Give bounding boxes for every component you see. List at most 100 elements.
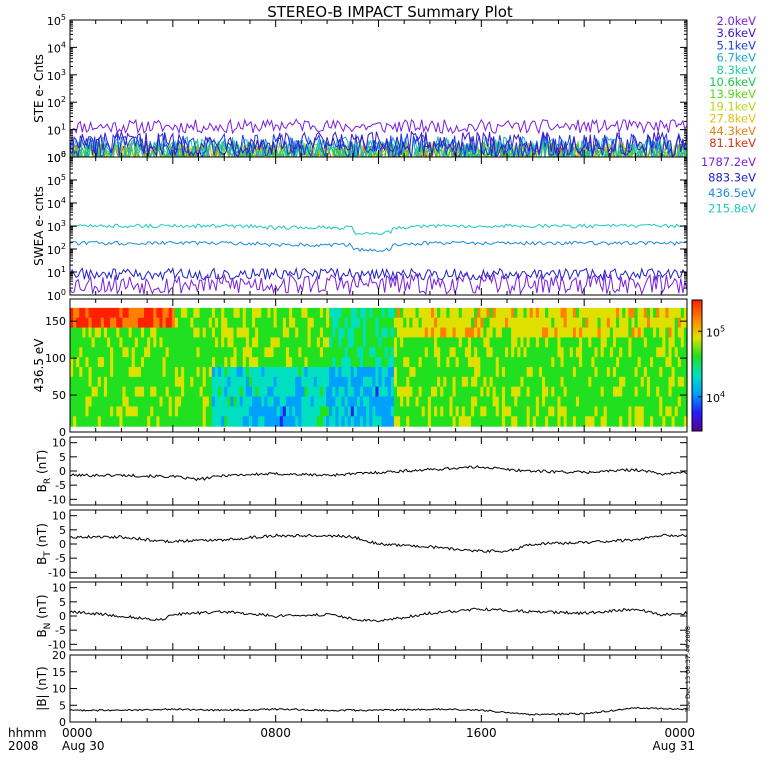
heatmap-cell	[489, 317, 494, 329]
heatmap-cell	[563, 307, 568, 319]
heatmap-cell	[659, 327, 663, 339]
heatmap-cell	[412, 396, 417, 407]
heatmap-cell	[369, 386, 373, 398]
heatmap-cell	[471, 347, 475, 358]
heatmap-cell	[147, 406, 151, 417]
heatmap-cell	[511, 416, 515, 427]
heatmap-cell	[551, 357, 555, 368]
heatmap-cell	[628, 327, 633, 339]
heatmap-cell	[585, 396, 589, 407]
heatmap-cell	[455, 307, 460, 319]
heatmap-cell	[526, 386, 531, 398]
heatmap-cell	[449, 337, 454, 348]
heatmap-cell	[387, 327, 392, 339]
heatmap-cell	[301, 406, 306, 417]
heatmap-cell	[467, 386, 472, 398]
heatmap-cell	[665, 406, 670, 417]
heatmap-cell	[264, 307, 269, 319]
heatmap-cell	[344, 317, 349, 329]
heatmap-cell	[258, 347, 262, 358]
heatmap-cell	[347, 357, 352, 368]
heatmap-cell	[70, 376, 74, 388]
timestamp: Tue Dec 13 08:37:44 2008	[684, 626, 692, 713]
heatmap-cell	[168, 376, 173, 388]
heatmap-cell	[165, 386, 170, 398]
heatmap-cell	[572, 416, 577, 427]
heatmap-cell	[372, 396, 377, 407]
heatmap-cell	[622, 327, 626, 339]
heatmap-cell	[359, 406, 364, 417]
heatmap-cell	[322, 347, 327, 358]
heatmap-cell	[622, 386, 626, 398]
heatmap-cell	[326, 307, 330, 319]
heatmap-cell	[326, 376, 330, 388]
heatmap-cell	[273, 366, 278, 378]
heatmap-cell	[649, 357, 654, 368]
heatmap-cell	[387, 357, 392, 368]
heatmap-cell	[646, 406, 651, 417]
heatmap-cell	[489, 327, 494, 339]
heatmap-cell	[458, 386, 463, 398]
heatmap-cell	[387, 386, 392, 398]
heatmap-cell	[591, 337, 596, 348]
heatmap-cell	[122, 386, 127, 398]
heatmap-cell	[381, 347, 386, 358]
br-line	[69, 465, 688, 482]
heatmap-cell	[202, 416, 207, 427]
heatmap-cell	[523, 317, 528, 329]
heatmap-cell	[554, 416, 559, 427]
heatmap-cell	[359, 337, 364, 348]
heatmap-cell	[218, 357, 222, 368]
heatmap-cell	[427, 366, 432, 378]
heatmap-cell	[227, 386, 232, 398]
heatmap-cell	[683, 317, 688, 329]
heatmap-cell	[446, 307, 451, 319]
heatmap-cell	[634, 307, 639, 319]
heatmap-cell	[298, 366, 302, 378]
heatmap-cell	[514, 337, 518, 348]
heatmap-cell	[239, 416, 244, 427]
heatmap-cell	[165, 376, 170, 388]
heatmap-cell	[440, 396, 444, 407]
time-row1-label: hhmm	[8, 726, 47, 740]
heatmap-cell	[538, 386, 543, 398]
heatmap-cell	[313, 337, 318, 348]
heatmap-cell	[332, 327, 336, 339]
heatmap-cell	[279, 317, 284, 329]
heatmap-cell	[292, 357, 296, 368]
heatmap-cell	[532, 416, 537, 427]
heatmap-cell	[242, 357, 247, 368]
heatmap-cell	[153, 337, 157, 348]
heatmap-cell	[168, 406, 173, 417]
heatmap-cell	[434, 327, 438, 339]
heatmap-cell	[140, 386, 145, 398]
heatmap-cell	[150, 337, 154, 348]
heatmap-cell	[415, 416, 420, 427]
heatmap-cell	[560, 386, 565, 398]
heatmap-cell	[597, 347, 602, 358]
y-tick-label: 105	[47, 13, 66, 28]
heatmap-cell	[88, 327, 93, 339]
heatmap-cell	[177, 357, 182, 368]
heatmap-cell	[464, 396, 469, 407]
heatmap-cell	[640, 376, 645, 388]
heatmap-cell	[218, 327, 222, 339]
heatmap-cell	[659, 347, 663, 358]
y-tick-label: 20	[52, 649, 66, 662]
heatmap-cell	[668, 406, 673, 417]
heatmap-cell	[369, 347, 373, 358]
heatmap-cell	[88, 347, 93, 358]
heatmap-cell	[683, 396, 688, 407]
heatmap-cell	[400, 337, 404, 348]
heatmap-cell	[554, 327, 559, 339]
heatmap-cell	[165, 347, 170, 358]
heatmap-cell	[113, 416, 117, 427]
heatmap-cell	[640, 317, 645, 329]
heatmap-cell	[412, 376, 417, 388]
heatmap-cell	[548, 366, 552, 378]
heatmap-cell	[662, 357, 667, 368]
heatmap-cell	[616, 406, 620, 417]
heatmap-cell	[187, 416, 191, 427]
heatmap-cell	[424, 327, 429, 339]
heatmap-cell	[113, 396, 117, 407]
